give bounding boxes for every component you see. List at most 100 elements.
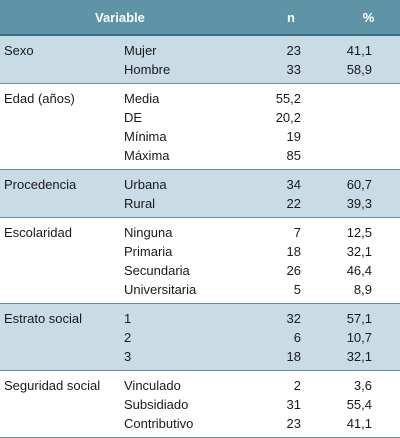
n-cell: 23 [245, 35, 315, 60]
n-cell: 33 [245, 60, 315, 84]
category-cell: Ninguna [120, 217, 245, 242]
category-cell: Universitaria [120, 280, 245, 304]
category-cell: 3 [120, 347, 245, 371]
header-variable: Variable [0, 0, 245, 36]
pct-cell: 46,4 [315, 261, 400, 280]
table-row: Seguridad social Vinculado 2 3,6 [0, 370, 400, 395]
table-row: Edad (años) Media 55,2 [0, 83, 400, 108]
pct-cell [315, 108, 400, 127]
variable-cell: Seguridad social [0, 370, 120, 395]
pct-cell: 41,1 [315, 35, 400, 60]
category-cell: Media [120, 83, 245, 108]
category-cell: 1 [120, 303, 245, 328]
variable-cell-empty [0, 347, 120, 371]
pct-cell: 41,1 [315, 414, 400, 438]
variable-cell-empty [0, 328, 120, 347]
pct-cell: 12,5 [315, 217, 400, 242]
table-row: Escolaridad Ninguna 7 12,5 [0, 217, 400, 242]
table-row: Hombre 33 58,9 [0, 60, 400, 84]
n-cell: 55,2 [245, 83, 315, 108]
n-cell: 2 [245, 370, 315, 395]
pct-cell: 32,1 [315, 242, 400, 261]
n-cell: 18 [245, 242, 315, 261]
table-group: Estrato social 1 32 57,1 2 6 10,7 3 18 32,1 [0, 303, 400, 371]
category-cell: DE [120, 108, 245, 127]
category-cell: Mínima [120, 127, 245, 146]
n-cell: 22 [245, 194, 315, 218]
variable-cell-empty [0, 261, 120, 280]
table-row: 2 6 10,7 [0, 328, 400, 347]
n-cell: 31 [245, 395, 315, 414]
pct-cell: 3,6 [315, 370, 400, 395]
table-row: 3 18 32,1 [0, 347, 400, 371]
n-cell: 34 [245, 169, 315, 194]
pct-cell: 57,1 [315, 303, 400, 328]
table-row: DE 20,2 [0, 108, 400, 127]
table-row: Sexo Mujer 23 41,1 [0, 35, 400, 60]
pct-cell [315, 83, 400, 108]
pct-cell: 58,9 [315, 60, 400, 84]
pct-cell: 55,4 [315, 395, 400, 414]
variable-cell-empty [0, 280, 120, 304]
variable-cell: Procedencia [0, 169, 120, 194]
table-row: Universitaria 5 8,9 [0, 280, 400, 304]
variable-cell: Edad (años) [0, 83, 120, 108]
variable-cell: Sexo [0, 35, 120, 60]
category-cell: Subsidiado [120, 395, 245, 414]
table-row: Primaria 18 32,1 [0, 242, 400, 261]
table-header: Variable n % [0, 0, 400, 36]
table-group: Procedencia Urbana 34 60,7 Rural 22 39,3 [0, 169, 400, 218]
n-cell: 6 [245, 328, 315, 347]
pct-cell: 32,1 [315, 347, 400, 371]
table-row: Máxima 85 [0, 146, 400, 170]
category-cell: Rural [120, 194, 245, 218]
variable-cell-empty [0, 146, 120, 170]
table-group: Edad (años) Media 55,2 DE 20,2 Mínima 19 Máxima… [0, 83, 400, 170]
table-row: Procedencia Urbana 34 60,7 [0, 169, 400, 194]
header-pct: % [315, 0, 400, 36]
n-cell: 18 [245, 347, 315, 371]
category-cell: Contributivo [120, 414, 245, 438]
table-row: Subsidiado 31 55,4 [0, 395, 400, 414]
variable-cell-empty [0, 414, 120, 438]
table-group: Sexo Mujer 23 41,1 Hombre 33 58,9 [0, 35, 400, 84]
variable-cell: Escolaridad [0, 217, 120, 242]
table-row: Mínima 19 [0, 127, 400, 146]
n-cell: 32 [245, 303, 315, 328]
variable-cell: Estrato social [0, 303, 120, 328]
variable-cell-empty [0, 395, 120, 414]
pct-cell [315, 127, 400, 146]
n-cell: 7 [245, 217, 315, 242]
table-group: Escolaridad Ninguna 7 12,5 Primaria 18 32,1 Sec… [0, 217, 400, 304]
variable-cell-empty [0, 194, 120, 218]
variable-cell-empty [0, 242, 120, 261]
category-cell: 2 [120, 328, 245, 347]
n-cell: 19 [245, 127, 315, 146]
category-cell: Mujer [120, 35, 245, 60]
category-cell: Máxima [120, 146, 245, 170]
header-n: n [245, 0, 315, 36]
table-row: Contributivo 23 41,1 [0, 414, 400, 438]
table-row: Rural 22 39,3 [0, 194, 400, 218]
category-cell: Hombre [120, 60, 245, 84]
pct-cell: 60,7 [315, 169, 400, 194]
n-cell: 26 [245, 261, 315, 280]
table-group: Seguridad social Vinculado 2 3,6 Subsidiado 3… [0, 370, 400, 438]
pct-cell: 39,3 [315, 194, 400, 218]
category-cell: Secundaria [120, 261, 245, 280]
variable-cell-empty [0, 60, 120, 84]
category-cell: Primaria [120, 242, 245, 261]
n-cell: 23 [245, 414, 315, 438]
n-cell: 20,2 [245, 108, 315, 127]
variable-cell-empty [0, 127, 120, 146]
n-cell: 85 [245, 146, 315, 170]
pct-cell: 10,7 [315, 328, 400, 347]
category-cell: Vinculado [120, 370, 245, 395]
table-row: Secundaria 26 46,4 [0, 261, 400, 280]
pct-cell [315, 146, 400, 170]
variable-cell-empty [0, 108, 120, 127]
n-cell: 5 [245, 280, 315, 304]
table-row: Estrato social 1 32 57,1 [0, 303, 400, 328]
pct-cell: 8,9 [315, 280, 400, 304]
